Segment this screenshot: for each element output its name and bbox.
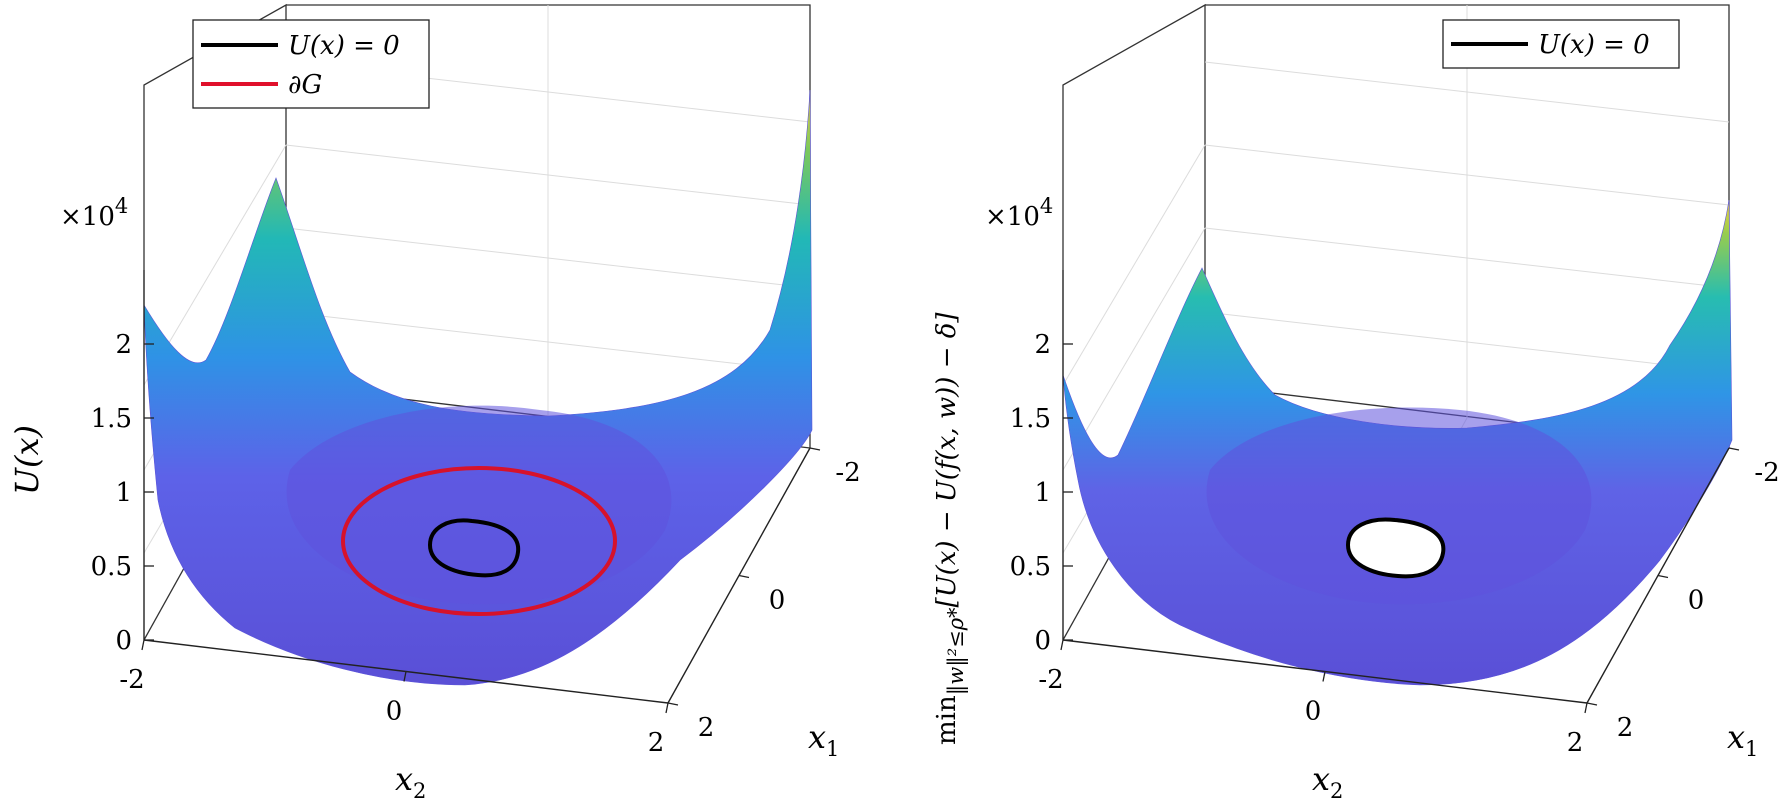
left-z-ticks: 0 0.5 1 1.5 2 (91, 330, 154, 656)
right-z-label: min‖w‖²≤ρ*[U(x) − U(f(x, w)) − δ] (932, 312, 969, 745)
right-x1-tick-mark (1657, 574, 1669, 579)
left-x2-tick-mark (665, 702, 669, 714)
left-z-tick-label: 0 (115, 626, 132, 656)
right-x1-tick-mark (1586, 702, 1598, 706)
left-legend-label-zero: U(x) = 0 (288, 31, 400, 61)
left-x1-label: x1 (808, 718, 839, 761)
left-x1-ticks: -2 0 2 (667, 447, 861, 743)
left-z-multiplier: ×104 (60, 194, 128, 232)
left-legend: U(x) = 0 ∂G (192, 19, 430, 109)
left-z-tick-label: 2 (115, 330, 132, 360)
left-x1-tick-mark (667, 702, 679, 706)
right-plot: 0 0.5 1 1.5 2 -2 0 2 -2 0 2 ×104 min‖w‖²≤ρ*[U(x)… (932, 3, 1780, 803)
right-z-tick-label: 2 (1034, 330, 1051, 360)
right-x1-tick-label: 0 (1688, 586, 1705, 616)
right-x2-ticks: -2 0 2 (1038, 639, 1588, 758)
left-x1-tick-mark (738, 574, 750, 579)
left-x2-tick-label: 2 (648, 728, 665, 758)
left-zero-level-curve (427, 518, 521, 578)
right-x1-tick-label: -2 (1754, 458, 1779, 488)
right-x2-tick-mark (1322, 671, 1326, 682)
right-legend: U(x) = 0 (1442, 19, 1680, 69)
left-x2-tick-label: -2 (119, 665, 144, 695)
right-z-multiplier: ×104 (985, 194, 1053, 232)
right-x1-tick-mark (1728, 447, 1740, 451)
left-x2-tick-mark (403, 671, 407, 682)
left-x1-tick-label: 0 (769, 586, 786, 616)
left-z-label: U(x) (8, 425, 46, 495)
right-z-tick-label: 0 (1034, 626, 1051, 656)
left-x2-tick-mark (141, 639, 145, 651)
right-x2-tick-mark (1584, 702, 1588, 714)
right-x1-tick-label: 2 (1617, 713, 1634, 743)
left-z-tick-label: 1.5 (91, 404, 132, 434)
left-z-tick-label: 0.5 (91, 552, 132, 582)
right-x2-tick-label: -2 (1038, 665, 1063, 695)
right-x2-tick-mark (1060, 639, 1064, 651)
right-x2-tick-label: 2 (1567, 728, 1584, 758)
right-z-tick-label: 1.5 (1010, 404, 1051, 434)
right-x1-ticks: -2 0 2 (1586, 447, 1780, 743)
right-legend-label-zero: U(x) = 0 (1538, 30, 1650, 60)
left-z-tick-label: 1 (115, 478, 132, 508)
left-boundary-G-curve (341, 466, 617, 616)
right-x1-label: x1 (1727, 718, 1758, 761)
right-surface-floor (1206, 407, 1592, 605)
left-x2-ticks: -2 0 2 (119, 639, 669, 758)
right-z-tick-label: 1 (1034, 478, 1051, 508)
right-zero-level-curve (1345, 517, 1446, 579)
left-x1-tick-label: -2 (835, 458, 860, 488)
right-z-ticks: 0 0.5 1 1.5 2 (1010, 330, 1073, 656)
right-x2-label: x2 (1312, 760, 1343, 803)
left-legend-label-boundary: ∂G (288, 70, 322, 100)
left-x1-tick-mark (809, 447, 821, 451)
right-z-tick-label: 0.5 (1010, 552, 1051, 582)
right-x2-tick-label: 0 (1305, 697, 1322, 727)
left-plot: 0 0.5 1 1.5 2 -2 0 2 -2 0 2 ×104 U(x) x2 x1 U(x)… (8, 3, 861, 803)
left-x2-label: x2 (395, 760, 426, 803)
left-surface-floor (286, 405, 672, 605)
left-x1-tick-label: 2 (698, 713, 715, 743)
left-x2-tick-label: 0 (386, 697, 403, 727)
